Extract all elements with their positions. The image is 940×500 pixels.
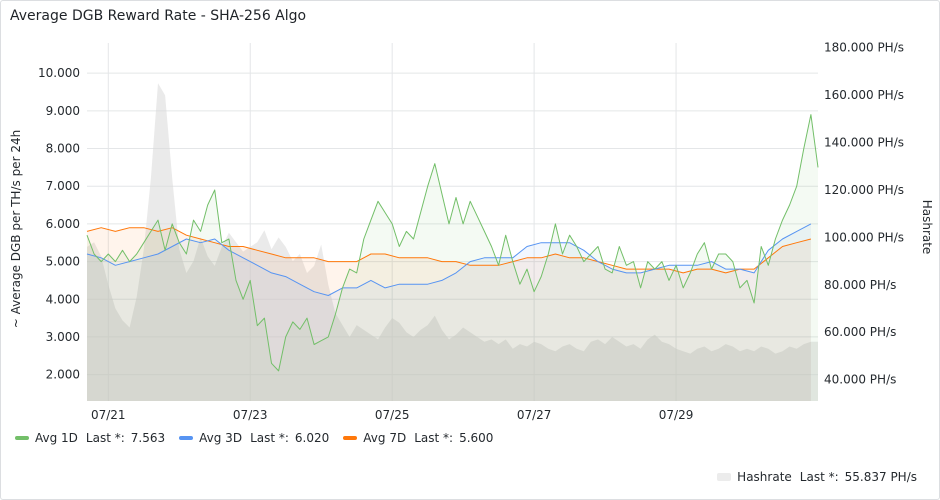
y2-tick-label: 40.000 PH/s xyxy=(824,373,896,387)
legend-item-avg-1d[interactable]: Avg 1D Last *: 7.563 xyxy=(15,431,165,445)
y-tick-label: 10.000 xyxy=(38,66,80,80)
legend-series-name: Avg 7D xyxy=(363,431,407,445)
y-tick-label: 3.000 xyxy=(46,330,80,344)
series-area-avg-1d xyxy=(87,114,818,401)
y-tick-label: 8.000 xyxy=(46,142,80,156)
legend-swatch-hashrate xyxy=(717,473,732,481)
x-axis: 07/21 07/23 07/25 07/27 07/29 xyxy=(91,408,693,421)
legend-item-hashrate[interactable]: Hashrate Last *: 55.837 PH/s xyxy=(717,470,917,484)
legend-last-value: 55.837 PH/s xyxy=(844,470,917,484)
y-axis-right: 40.000 PH/s 60.000 PH/s 80.000 PH/s 100.000… xyxy=(824,41,904,387)
legend-series-name: Avg 3D xyxy=(199,431,243,445)
y-tick-label: 4.000 xyxy=(46,292,80,306)
x-tick-label: 07/23 xyxy=(233,408,268,421)
legend-last-value: 5.600 xyxy=(459,431,494,445)
y2-tick-label: 60.000 PH/s xyxy=(824,325,896,339)
legend-swatch-avg-7d xyxy=(343,436,358,440)
legend-item-avg-3d[interactable]: Avg 3D Last *: 6.020 xyxy=(179,431,329,445)
series-lines xyxy=(86,114,819,372)
y-axis-left: 2.000 3.000 4.000 5.000 6.000 7.000 8.000 9.000… xyxy=(38,66,80,381)
y2-tick-label: 120.000 PH/s xyxy=(824,183,904,197)
legend-swatch-avg-1d xyxy=(15,436,29,440)
legend-last-label: Last *: xyxy=(414,431,454,445)
reward-rate-chart: 2.000 3.000 4.000 5.000 6.000 7.000 8.000 9.000… xyxy=(9,41,934,421)
y2-tick-label: 100.000 PH/s xyxy=(824,230,904,244)
series-line-avg-3d xyxy=(86,223,812,296)
legend-last-value: 6.020 xyxy=(294,431,330,445)
x-tick-label: 07/21 xyxy=(91,408,126,421)
series-area-hashrate xyxy=(87,83,818,402)
series-area-avg-3d xyxy=(87,223,811,401)
y-tick-label: 9.000 xyxy=(46,104,80,118)
legend-last-label: Last *: xyxy=(250,431,289,445)
legend-last-label: Last *: xyxy=(799,470,839,484)
legend-last-value: 7.563 xyxy=(130,431,166,445)
y2-tick-label: 80.000 PH/s xyxy=(824,278,896,292)
panel-title: Average DGB Reward Rate - SHA-256 Algo xyxy=(10,8,307,24)
y-axis-left-label: ~ Average DGB per TH/s per 24h xyxy=(9,130,23,328)
legend: Avg 1D Last *: 7.563 Avg 3D Last *: 6.02… xyxy=(15,431,493,445)
x-tick-label: 07/29 xyxy=(659,408,694,421)
series-line-avg-1d xyxy=(86,114,819,372)
y-axis-right-label: Hashrate xyxy=(920,200,934,255)
y2-tick-label: 180.000 PH/s xyxy=(824,41,904,55)
y-tick-label: 7.000 xyxy=(46,179,80,193)
y2-tick-label: 140.000 PH/s xyxy=(824,136,904,150)
x-tick-label: 07/25 xyxy=(375,408,410,421)
legend-swatch-avg-3d xyxy=(179,436,194,440)
legend-last-label: Last *: xyxy=(85,431,125,445)
legend-item-avg-7d[interactable]: Avg 7D Last *: 5.600 xyxy=(343,431,493,445)
y-tick-label: 6.000 xyxy=(46,217,80,231)
y2-tick-label: 160.000 PH/s xyxy=(824,88,904,102)
legend-right-axis: Hashrate Last *: 55.837 PH/s xyxy=(717,470,917,484)
x-tick-label: 07/27 xyxy=(517,408,552,421)
legend-series-name: Hashrate xyxy=(737,470,792,484)
legend-series-name: Avg 1D xyxy=(35,431,78,445)
y-tick-label: 5.000 xyxy=(46,255,80,269)
y-tick-label: 2.000 xyxy=(46,368,80,382)
